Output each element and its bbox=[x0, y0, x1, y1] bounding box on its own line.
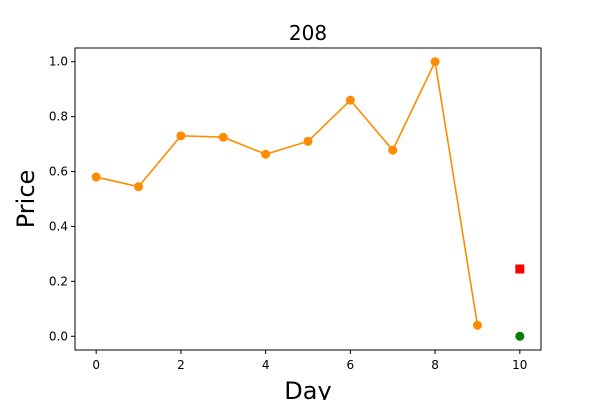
x-tick-label: 6 bbox=[347, 358, 355, 372]
data-point-square bbox=[515, 264, 525, 274]
series-line bbox=[96, 59, 479, 326]
x-tick-label: 8 bbox=[431, 358, 439, 372]
y-tick-label: 0.0 bbox=[49, 329, 68, 343]
y-axis: 0.0 0.2 0.4 0.6 0.8 1.0 bbox=[49, 55, 75, 343]
x-tick-label: 0 bbox=[92, 358, 100, 372]
x-axis-label: Day bbox=[284, 377, 331, 400]
plot-area bbox=[91, 57, 525, 341]
x-tick-label: 4 bbox=[262, 358, 270, 372]
data-point bbox=[388, 145, 398, 155]
y-tick-label: 0.8 bbox=[49, 110, 68, 124]
data-point bbox=[472, 320, 482, 330]
x-tick-label: 2 bbox=[177, 358, 185, 372]
data-point bbox=[91, 172, 101, 182]
data-point bbox=[261, 149, 271, 159]
axes-frame bbox=[74, 47, 542, 351]
data-point bbox=[515, 331, 525, 341]
x-axis: 0 2 4 6 8 10 bbox=[92, 350, 527, 372]
data-point bbox=[345, 95, 355, 105]
data-point bbox=[176, 131, 186, 141]
chart-title: 208 bbox=[289, 21, 327, 45]
y-tick-label: 0.2 bbox=[49, 274, 68, 288]
y-tick-label: 0.4 bbox=[49, 219, 68, 233]
y-tick-label: 0.6 bbox=[49, 165, 68, 179]
x-tick-label: 10 bbox=[512, 358, 527, 372]
data-point bbox=[218, 132, 228, 142]
data-point bbox=[430, 57, 440, 67]
y-tick-label: 1.0 bbox=[49, 55, 68, 69]
y-axis-label: Price bbox=[12, 170, 40, 229]
data-point bbox=[134, 182, 144, 192]
data-point bbox=[303, 136, 313, 146]
